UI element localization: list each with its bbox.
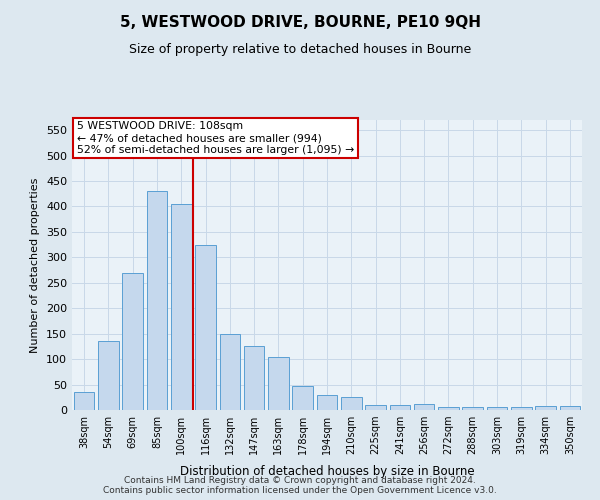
Bar	[292, 386, 313, 410]
Bar	[560, 406, 580, 410]
Bar	[74, 392, 94, 410]
Bar	[535, 406, 556, 410]
Text: Contains HM Land Registry data © Crown copyright and database right 2024.
Contai: Contains HM Land Registry data © Crown c…	[103, 476, 497, 495]
Bar	[195, 244, 216, 410]
Text: 5, WESTWOOD DRIVE, BOURNE, PE10 9QH: 5, WESTWOOD DRIVE, BOURNE, PE10 9QH	[119, 15, 481, 30]
Bar	[317, 394, 337, 410]
Bar	[268, 356, 289, 410]
Bar	[220, 334, 240, 410]
Bar	[487, 408, 508, 410]
Bar	[463, 408, 483, 410]
Bar	[98, 342, 119, 410]
Text: Size of property relative to detached houses in Bourne: Size of property relative to detached ho…	[129, 42, 471, 56]
Bar	[438, 408, 459, 410]
Bar	[511, 408, 532, 410]
Bar	[389, 405, 410, 410]
Text: 5 WESTWOOD DRIVE: 108sqm
← 47% of detached houses are smaller (994)
52% of semi-: 5 WESTWOOD DRIVE: 108sqm ← 47% of detach…	[77, 122, 355, 154]
Bar	[244, 346, 265, 410]
Bar	[365, 405, 386, 410]
Bar	[122, 272, 143, 410]
Bar	[341, 398, 362, 410]
Bar	[414, 404, 434, 410]
Y-axis label: Number of detached properties: Number of detached properties	[31, 178, 40, 352]
X-axis label: Distribution of detached houses by size in Bourne: Distribution of detached houses by size …	[179, 466, 475, 478]
Bar	[146, 191, 167, 410]
Bar	[171, 204, 191, 410]
